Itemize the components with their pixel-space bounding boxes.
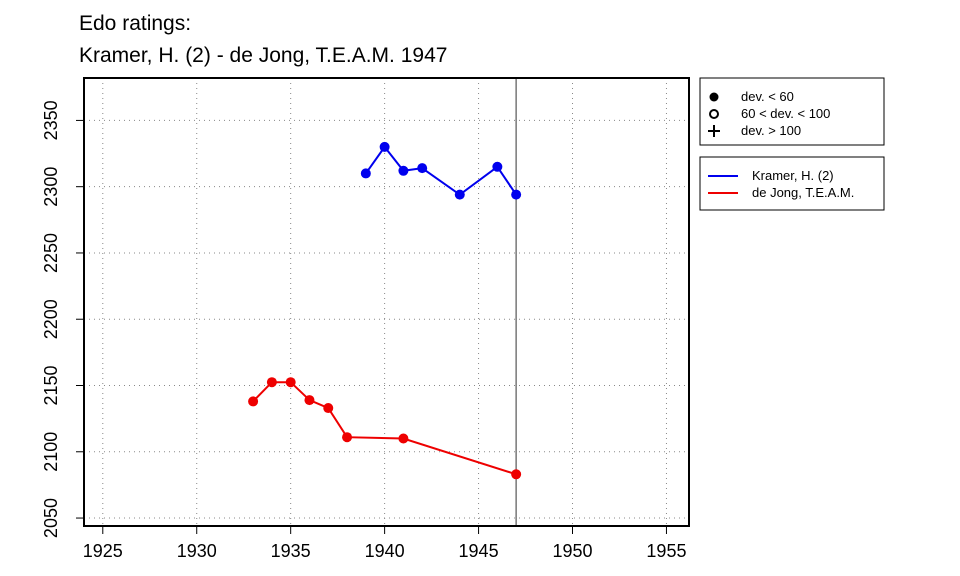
series-line [365, 145, 517, 196]
point [492, 161, 503, 172]
point [342, 432, 353, 443]
point [417, 163, 428, 174]
chart-title: Edo ratings: [79, 12, 191, 35]
x-tick-label: 1930 [177, 541, 217, 561]
legend-box [699, 77, 885, 146]
y-tick-label: 2100 [41, 432, 61, 472]
y-tick-label: 2050 [41, 498, 61, 538]
plot-frame [83, 77, 690, 527]
legend-label: de Jong, T.E.A.M. [752, 185, 854, 200]
legend-box [699, 156, 885, 211]
legend-symbol [708, 125, 720, 137]
point [398, 433, 409, 444]
legend-symbol [709, 92, 719, 102]
legend-label: 60 < dev. < 100 [741, 106, 830, 121]
point [454, 189, 465, 200]
point [511, 189, 522, 200]
y-tick-label: 2150 [41, 365, 61, 405]
x-tick-label: 1945 [459, 541, 499, 561]
legend-label: dev. < 60 [741, 89, 794, 104]
x-tick-label: 1950 [552, 541, 592, 561]
legend-label: Kramer, H. (2) [752, 168, 834, 183]
y-tick-label: 2200 [41, 299, 61, 339]
point [379, 141, 390, 152]
y-tick-label: 2350 [41, 100, 61, 140]
legend-symbol [709, 109, 719, 119]
x-tick-label: 1955 [646, 541, 686, 561]
point [266, 377, 277, 388]
y-tick-label: 2250 [41, 233, 61, 273]
y-tick-label: 2300 [41, 167, 61, 207]
point [285, 377, 296, 388]
point [360, 168, 371, 179]
point [323, 403, 334, 414]
chart-subtitle: Kramer, H. (2) - de Jong, T.E.A.M. 1947 [79, 44, 447, 67]
point [511, 469, 522, 480]
x-tick-label: 1940 [365, 541, 405, 561]
point [248, 396, 259, 407]
point [398, 165, 409, 176]
x-tick-label: 1925 [83, 541, 123, 561]
legend-label: dev. > 100 [741, 123, 801, 138]
point [304, 395, 315, 406]
x-tick-label: 1935 [271, 541, 311, 561]
